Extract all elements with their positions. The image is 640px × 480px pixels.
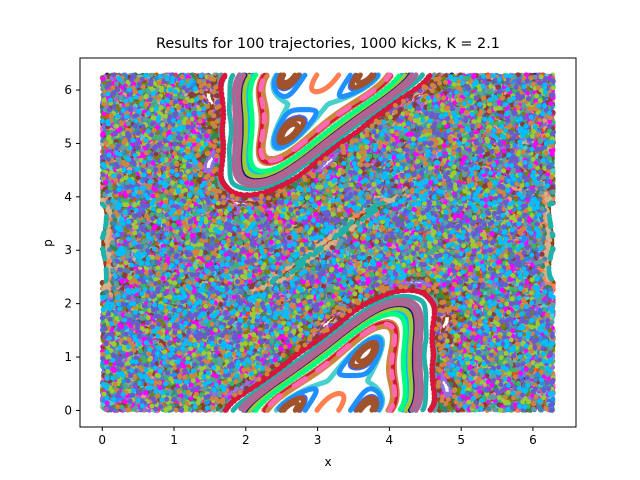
x-tick-label: 1 [170, 433, 178, 447]
trajectory-84 [218, 72, 438, 413]
y-tick-label: 3 [64, 243, 72, 257]
y-tick-label: 1 [64, 350, 72, 364]
x-tick-label: 3 [314, 433, 322, 447]
trajectory-90 [276, 72, 380, 413]
trajectory-67 [241, 73, 414, 413]
x-tick-label: 2 [242, 433, 250, 447]
y-tick-label: 4 [64, 190, 72, 204]
y-axis-label: p [41, 239, 55, 247]
x-tick-label: 0 [98, 433, 106, 447]
trajectory-100 [99, 73, 556, 412]
x-tick-label: 6 [529, 433, 537, 447]
trajectory-29 [271, 72, 384, 413]
trajectory-77 [99, 200, 556, 285]
trajectory-88 [258, 72, 398, 413]
y-tick-label: 6 [64, 83, 72, 97]
y-tick-label: 2 [64, 297, 72, 311]
y-tick-label: 5 [64, 136, 72, 150]
chart-title: Results for 100 trajectories, 1000 kicks… [156, 36, 500, 52]
trajectory-25 [270, 72, 386, 413]
y-axis-ticks: 0 1 2 3 4 5 6 [64, 83, 80, 417]
scatter-points [99, 72, 556, 413]
x-tick-label: 5 [457, 433, 465, 447]
x-axis-label: x [324, 455, 331, 469]
plot-frame [79, 57, 577, 428]
trajectory-47 [226, 72, 429, 413]
y-tick-label: 0 [64, 403, 72, 417]
trajectory-79 [247, 72, 408, 413]
x-axis-ticks: 0 1 2 3 4 5 6 [98, 427, 537, 447]
trajectory-92 [235, 72, 420, 413]
trajectory-41 [309, 72, 347, 413]
x-tick-label: 4 [386, 433, 394, 447]
